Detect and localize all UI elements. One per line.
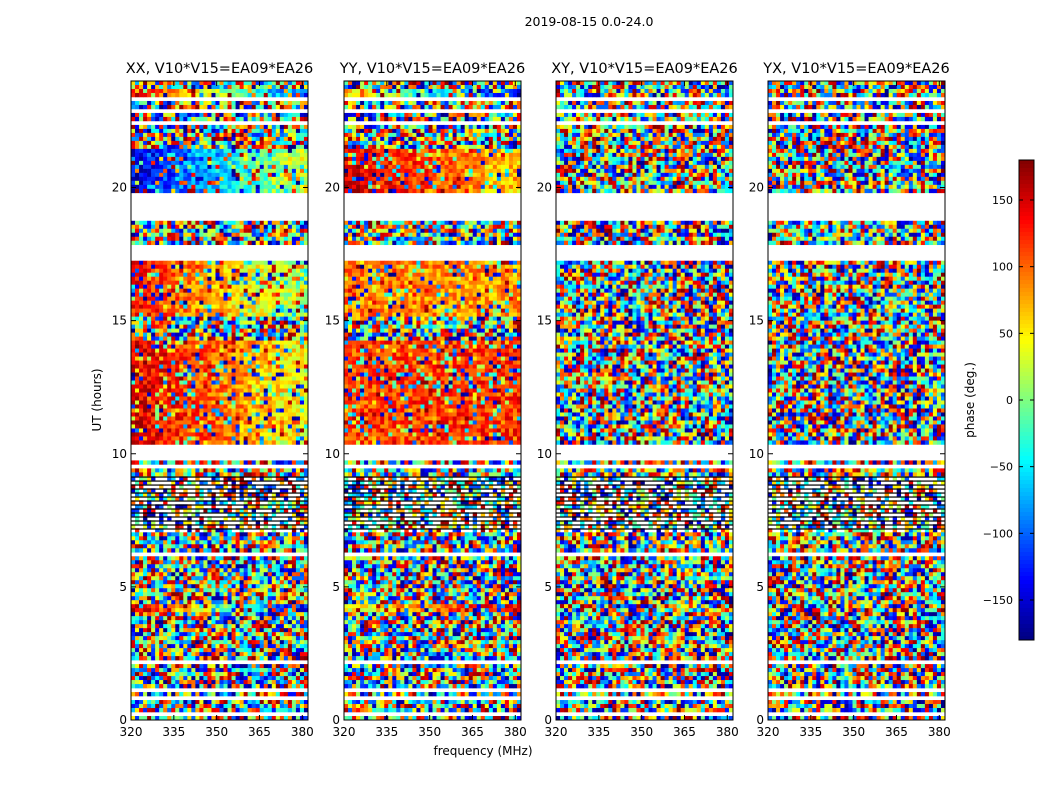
colorbar-tick-label: 0 (1006, 394, 1013, 407)
y-tick-label: 0 (119, 713, 127, 727)
y-tick-label: 10 (325, 447, 340, 461)
colorbar-label: phase (deg.) (963, 362, 977, 438)
x-tick-label: 380 (716, 725, 739, 739)
y-tick-label: 15 (749, 314, 764, 328)
y-tick-label: 15 (325, 314, 340, 328)
colorbar-tick-label: 50 (999, 327, 1013, 340)
heatmap-image (768, 81, 945, 720)
y-tick-label: 20 (325, 181, 340, 195)
x-tick-label: 365 (461, 725, 484, 739)
x-tick-label: 320 (545, 725, 568, 739)
heatmap-image (556, 81, 733, 720)
x-axis-label: frequency (MHz) (433, 744, 532, 758)
x-tick-label: 365 (248, 725, 271, 739)
x-tick-label: 335 (799, 725, 822, 739)
y-tick-label: 10 (749, 447, 764, 461)
y-tick-label: 5 (756, 580, 764, 594)
x-tick-label: 320 (757, 725, 780, 739)
panel-yy: YY, V10*V15=EA09*EA26 320 335 350 365 380 0 5 10… (325, 61, 527, 739)
panel-title: YY, V10*V15=EA09*EA26 (339, 61, 525, 77)
colorbar-tick-label: 150 (992, 194, 1013, 207)
colorbar-tick-label: −150 (983, 594, 1013, 607)
panel-title: XX, V10*V15=EA09*EA26 (126, 61, 314, 77)
x-tick-label: 335 (375, 725, 398, 739)
panels: XX, V10*V15=EA09*EA26 320 335 350 365 380 0 5 10… (112, 61, 951, 739)
y-tick-label: 0 (544, 713, 552, 727)
y-tick-label: 20 (537, 181, 552, 195)
panel-xx: XX, V10*V15=EA09*EA26 320 335 350 365 380 0 5 10… (112, 61, 314, 739)
y-tick-label: 15 (112, 314, 127, 328)
figure: 2019-08-15 0.0-24.0 XX, V10*V15=EA09*EA2… (0, 0, 1050, 800)
x-tick-label: 350 (418, 725, 441, 739)
y-tick-label: 0 (756, 713, 764, 727)
figure-title: 2019-08-15 0.0-24.0 (525, 14, 654, 29)
panel-title: XY, V10*V15=EA09*EA26 (551, 61, 737, 77)
x-tick-label: 380 (291, 725, 314, 739)
y-tick-label: 20 (112, 181, 127, 195)
panel-xy: XY, V10*V15=EA09*EA26 320 335 350 365 380 0 5 10… (537, 61, 739, 739)
x-tick-label: 335 (587, 725, 610, 739)
x-tick-label: 320 (120, 725, 143, 739)
x-tick-label: 380 (928, 725, 951, 739)
x-tick-label: 380 (504, 725, 527, 739)
y-tick-label: 15 (537, 314, 552, 328)
colorbar: 150 100 50 0 −50 −100 −150 (983, 160, 1034, 640)
x-tick-label: 365 (673, 725, 696, 739)
colorbar-tick-label: −50 (990, 461, 1013, 474)
x-tick-label: 350 (205, 725, 228, 739)
panel-title: YX, V10*V15=EA09*EA26 (762, 61, 949, 77)
heatmap-image (344, 81, 521, 720)
colorbar-tick-label: −100 (983, 527, 1013, 540)
y-axis-label: UT (hours) (90, 368, 104, 431)
y-tick-label: 10 (537, 447, 552, 461)
y-tick-label: 5 (119, 580, 127, 594)
x-tick-label: 365 (885, 725, 908, 739)
x-tick-label: 350 (842, 725, 865, 739)
y-tick-label: 10 (112, 447, 127, 461)
heatmap-image (131, 81, 308, 720)
x-tick-label: 350 (630, 725, 653, 739)
y-tick-label: 0 (332, 713, 340, 727)
y-tick-label: 5 (544, 580, 552, 594)
x-tick-label: 335 (162, 725, 185, 739)
panel-yx: YX, V10*V15=EA09*EA26 320 335 350 365 380 0 5 10… (749, 61, 951, 739)
colorbar-tick-label: 100 (992, 261, 1013, 274)
y-tick-label: 20 (749, 181, 764, 195)
x-tick-label: 320 (333, 725, 356, 739)
y-tick-label: 5 (332, 580, 340, 594)
